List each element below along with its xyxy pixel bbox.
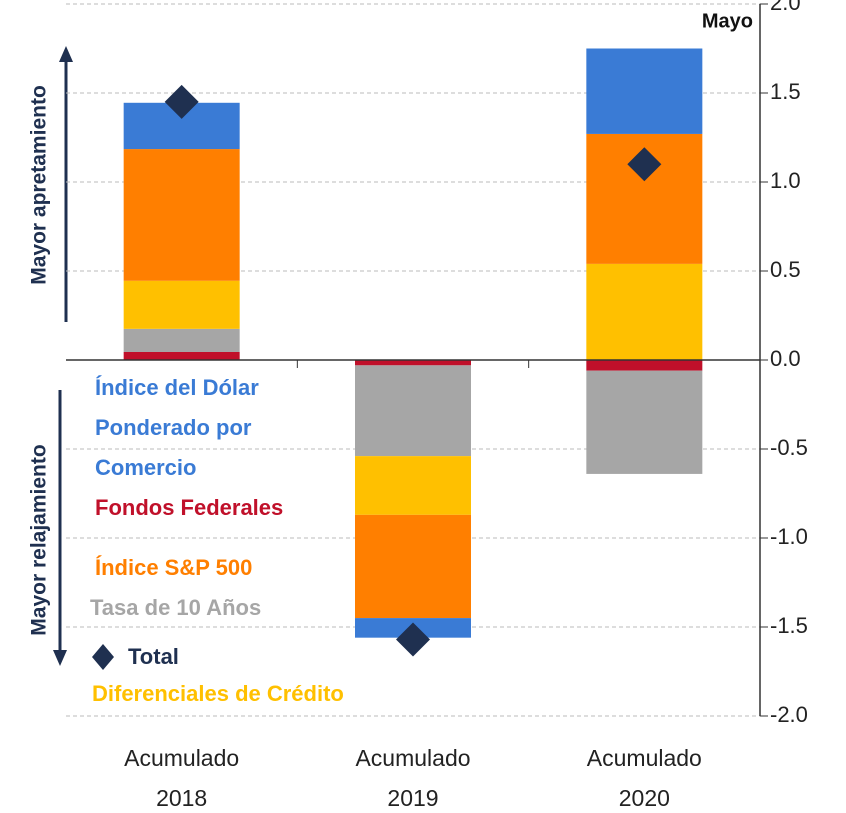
bar-segment bbox=[586, 263, 703, 360]
arrow-head bbox=[59, 46, 73, 62]
y-tick-label: -2.0 bbox=[770, 702, 808, 727]
annotation: Mayor relajamiento bbox=[28, 444, 51, 635]
y-tick-label: 2.0 bbox=[770, 0, 801, 15]
bar-segment bbox=[586, 48, 703, 134]
annotation: Mayo bbox=[702, 10, 753, 32]
y-tick-label: -0.5 bbox=[770, 435, 808, 460]
bar-segment bbox=[123, 351, 240, 360]
y-tick-label: -1.5 bbox=[770, 613, 808, 638]
y-tick-label: 1.5 bbox=[770, 79, 801, 104]
bar-segment bbox=[355, 360, 471, 366]
legend-label: Tasa de 10 Años bbox=[90, 595, 262, 620]
bar-segment bbox=[355, 456, 471, 515]
y-tick-label: 0.0 bbox=[770, 346, 801, 371]
total-marker bbox=[396, 622, 430, 657]
legend-label: Índice S&P 500 bbox=[95, 555, 253, 580]
legend-marker bbox=[92, 644, 114, 670]
y-tick-label: 1.0 bbox=[770, 168, 801, 193]
x-tick-label: Acumulado 2019 bbox=[355, 745, 471, 811]
bar-segment bbox=[586, 370, 703, 474]
x-tick-label: Acumulado 2020 bbox=[586, 745, 702, 811]
bar-segment bbox=[123, 149, 240, 281]
legend-label: Índice del Dólar Ponderado por Comercio bbox=[95, 375, 259, 480]
total-marker bbox=[164, 84, 199, 119]
bar-segment bbox=[355, 514, 471, 619]
legend-label: Fondos Federales bbox=[95, 495, 284, 520]
y-tick-label: 0.5 bbox=[770, 257, 801, 282]
legend-label: Diferenciales de Crédito bbox=[92, 681, 344, 706]
y-tick-label: -1.0 bbox=[770, 524, 808, 549]
bar-segment bbox=[123, 328, 240, 352]
bar-segment bbox=[355, 365, 471, 457]
total-marker bbox=[627, 147, 662, 182]
annotation: Mayor apretamiento bbox=[28, 85, 51, 285]
x-tick-label: Acumulado 2018 bbox=[124, 745, 240, 811]
legend-label: Total bbox=[128, 644, 179, 669]
bar-segment bbox=[123, 280, 240, 329]
bar-segment bbox=[586, 360, 703, 371]
arrow-head bbox=[53, 650, 67, 666]
